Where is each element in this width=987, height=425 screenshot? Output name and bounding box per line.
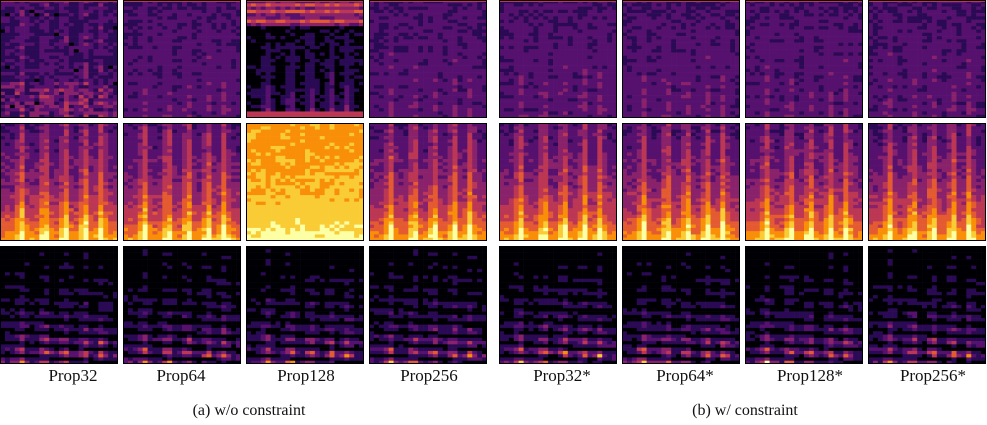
spectrogram-image (369, 246, 487, 364)
spectrogram-image (745, 0, 863, 118)
column-label-prop32: Prop32 (0, 366, 148, 386)
spectrogram-panel (499, 246, 617, 364)
group-caption-with-constraint: (b) w/ constraint (595, 401, 895, 421)
spectrogram-image (622, 0, 740, 118)
spectrogram-panel (369, 123, 487, 241)
spectrogram-panel (868, 0, 986, 118)
spectrogram-image (745, 246, 863, 364)
spectrogram-panel (745, 0, 863, 118)
column-label-prop128-star: Prop128* (735, 366, 885, 386)
spectrogram-panel (745, 246, 863, 364)
spectrogram-image (0, 0, 118, 118)
spectrogram-panel (868, 123, 986, 241)
spectrogram-image (499, 123, 617, 241)
column-label-prop128: Prop128 (231, 366, 381, 386)
column-label-prop32-star: Prop32* (487, 366, 637, 386)
spectrogram-panel (499, 123, 617, 241)
spectrogram-image (745, 123, 863, 241)
spectrogram-panel (745, 123, 863, 241)
spectrogram-image (868, 0, 986, 118)
spectrogram-image (622, 123, 740, 241)
spectrogram-panel (0, 123, 118, 241)
spectrogram-image (123, 246, 241, 364)
spectrogram-image (0, 123, 118, 241)
spectrogram-image (868, 246, 986, 364)
spectrogram-panel (246, 246, 364, 364)
spectrogram-image (123, 0, 241, 118)
spectrogram-image (246, 0, 364, 118)
group-caption-without-constraint: (a) w/o constraint (99, 401, 399, 421)
spectrogram-image (622, 246, 740, 364)
spectrogram-panel (246, 0, 364, 118)
spectrogram-panel (0, 246, 118, 364)
spectrogram-image (499, 0, 617, 118)
spectrogram-image (0, 246, 118, 364)
spectrogram-image (246, 246, 364, 364)
spectrogram-panel (369, 246, 487, 364)
spectrogram-panel (123, 0, 241, 118)
spectrogram-image (868, 123, 986, 241)
spectrogram-panel (369, 0, 487, 118)
spectrogram-image (499, 246, 617, 364)
spectrogram-panel (622, 0, 740, 118)
column-label-prop64: Prop64 (106, 366, 256, 386)
spectrogram-panel (499, 0, 617, 118)
spectrogram-panel (622, 246, 740, 364)
column-label-prop256: Prop256 (354, 366, 504, 386)
spectrogram-image (246, 123, 364, 241)
spectrogram-panel (123, 246, 241, 364)
spectrogram-panel (246, 123, 364, 241)
spectrogram-panel (123, 123, 241, 241)
spectrogram-panel (622, 123, 740, 241)
column-label-prop256-star: Prop256* (858, 366, 987, 386)
spectrogram-panel (868, 246, 986, 364)
spectrogram-image (369, 0, 487, 118)
spectrogram-image (369, 123, 487, 241)
spectrogram-image (123, 123, 241, 241)
spectrogram-panel (0, 0, 118, 118)
column-label-prop64-star: Prop64* (610, 366, 760, 386)
